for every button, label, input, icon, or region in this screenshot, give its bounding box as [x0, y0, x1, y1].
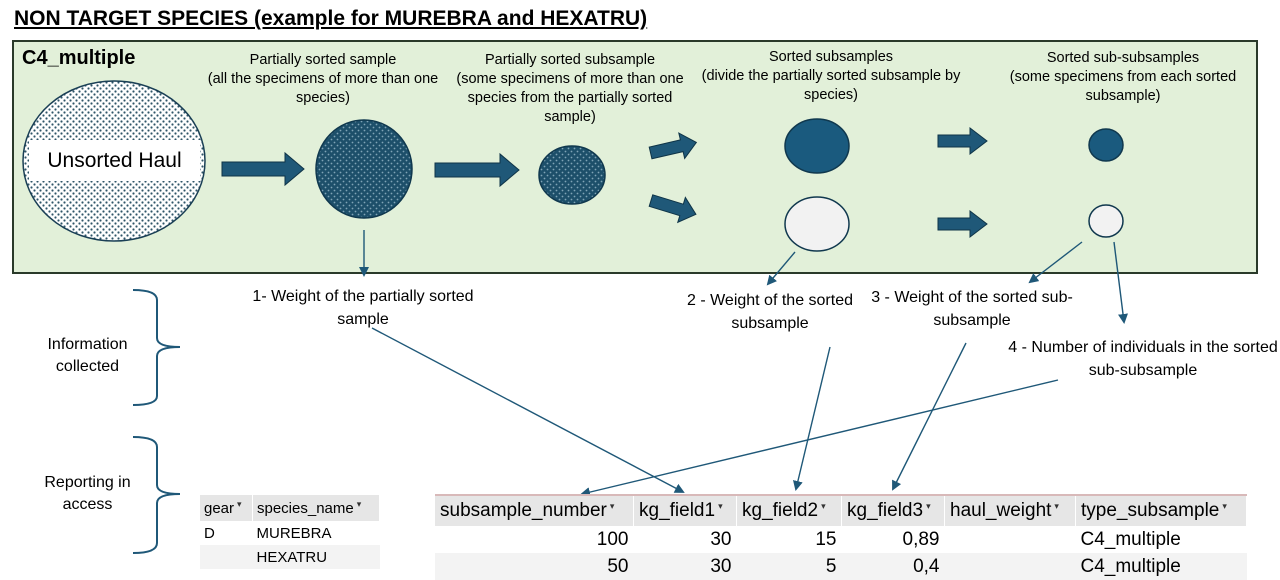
- step-title: Partially sorted subsample: [484, 52, 656, 68]
- bracket-reporting: [132, 436, 181, 554]
- info-weight-partially-sorted-sample: 1- Weight of the partially sorted sample: [252, 288, 474, 328]
- sort-dropdown-icon[interactable]: ▾: [237, 499, 242, 509]
- block-arrow-3-down: [648, 194, 697, 224]
- table-row[interactable]: D MUREBRA: [200, 521, 380, 545]
- sort-dropdown-icon[interactable]: ▾: [1054, 500, 1059, 511]
- step-sorted-subsamples: Sorted subsamples (divide the partially …: [690, 48, 972, 105]
- step-description: (some specimens of more than one species…: [456, 71, 684, 125]
- bracket-information-collected: [132, 289, 181, 406]
- cell-species-name[interactable]: HEXATRU: [252, 545, 380, 569]
- sorted-subsample-dark-circle: [784, 118, 850, 174]
- table-row[interactable]: 100 30 15 0,89 C4_multiple: [435, 526, 1247, 553]
- info-weight-sorted-sub-subsample: 3 - Weight of the sorted sub-subsample: [871, 289, 1073, 329]
- partially-sorted-subsample-circle: [538, 145, 606, 205]
- block-arrow-4-down: [937, 209, 988, 239]
- sorted-sub-subsample-dark-circle: [1088, 128, 1124, 162]
- column-header-kg-field3[interactable]: kg_field3 ▾: [841, 494, 945, 526]
- block-arrow-3-up: [648, 132, 698, 160]
- arrow-light-subsub-to-n4: [1113, 241, 1128, 324]
- arrow-w3-to-kg-field3: [892, 342, 967, 491]
- step-title: Sorted sub-subsamples: [1046, 50, 1200, 66]
- sort-dropdown-icon[interactable]: ▾: [356, 499, 362, 509]
- cell-gear[interactable]: [200, 545, 253, 569]
- sort-dropdown-icon[interactable]: ▾: [1222, 500, 1227, 511]
- side-label-information-collected: Information collected: [47, 336, 128, 375]
- arrow-n4-to-subsample-number: [580, 379, 1059, 497]
- cell-kg-field1[interactable]: 30: [710, 528, 732, 550]
- sort-dropdown-icon[interactable]: ▾: [821, 500, 826, 511]
- cell-kg-field3[interactable]: 0,89: [902, 528, 940, 550]
- sort-dropdown-icon[interactable]: ▾: [718, 500, 723, 511]
- cell-gear[interactable]: D: [204, 524, 215, 542]
- info-weight-sorted-subsample: 2 - Weight of the sorted subsample: [686, 292, 853, 332]
- step-description: (all the specimens of more than one spec…: [207, 71, 439, 106]
- step-title: Partially sorted sample: [249, 52, 397, 68]
- sorted-sub-subsample-light-circle: [1088, 204, 1124, 238]
- block-arrow-1: [221, 151, 305, 187]
- c4-multiple-panel: [12, 40, 1258, 274]
- cell-haul-weight[interactable]: [945, 526, 1076, 553]
- block-arrow-2: [434, 152, 520, 188]
- step-description: (divide the partially sorted subsample b…: [701, 68, 961, 103]
- block-arrow-4-up: [937, 126, 988, 156]
- side-label-reporting: Reporting in access: [44, 474, 131, 513]
- column-header-type-subsample[interactable]: type_subsample ▾: [1075, 494, 1247, 526]
- column-header-species-name[interactable]: species_name ▾: [252, 495, 380, 521]
- cell-type-subsample[interactable]: C4_multiple: [1080, 528, 1181, 550]
- arrow-w2-to-kg-field2: [793, 346, 831, 491]
- step-description: (some specimens from each sorted subsamp…: [1009, 69, 1237, 104]
- diagram-title: NON TARGET SPECIES (example for MUREBRA …: [14, 7, 648, 30]
- info-number-individuals: 4 - Number of individuals in the sorted …: [1008, 339, 1278, 379]
- partially-sorted-sample-circle: [315, 119, 413, 219]
- step-partially-sorted-sample: Partially sorted sample (all the specime…: [200, 51, 446, 108]
- step-title: Sorted subsamples: [768, 49, 894, 65]
- cell-kg-field2[interactable]: 15: [815, 528, 837, 550]
- unsorted-haul-label: Unsorted Haul: [29, 140, 200, 181]
- species-table: gear ▾ species_name ▾ D MUREBRA HEXATRU: [200, 495, 380, 569]
- cell-subsample-number[interactable]: 100: [596, 528, 629, 550]
- arrow-light-subsub-to-w3: [1028, 241, 1083, 284]
- column-header-gear[interactable]: gear ▾: [200, 495, 253, 521]
- step-sorted-sub-subsamples: Sorted sub-subsamples (some specimens fr…: [998, 49, 1248, 106]
- arrow-w1-to-kg-field1: [371, 327, 685, 493]
- column-header-subsample-number[interactable]: subsample_number ▾: [435, 494, 634, 526]
- column-header-kg-field2[interactable]: kg_field2 ▾: [736, 494, 842, 526]
- table-row[interactable]: HEXATRU: [200, 545, 380, 569]
- arrow-light-subsample-to-w2: [766, 251, 796, 286]
- sort-dropdown-icon[interactable]: ▾: [609, 500, 615, 511]
- column-header-haul-weight[interactable]: haul_weight ▾: [944, 494, 1076, 526]
- panel-label: C4_multiple: [22, 47, 136, 69]
- subsample-table: subsample_number ▾ kg_field1 ▾ kg_field2 ▾ …: [435, 494, 1247, 580]
- step-partially-sorted-subsample: Partially sorted subsample (some specime…: [446, 51, 694, 127]
- column-header-kg-field1[interactable]: kg_field1 ▾: [633, 494, 737, 526]
- sorted-subsample-light-circle: [784, 196, 850, 252]
- cell-species-name[interactable]: MUREBRA: [256, 524, 332, 542]
- sort-dropdown-icon[interactable]: ▾: [926, 500, 931, 511]
